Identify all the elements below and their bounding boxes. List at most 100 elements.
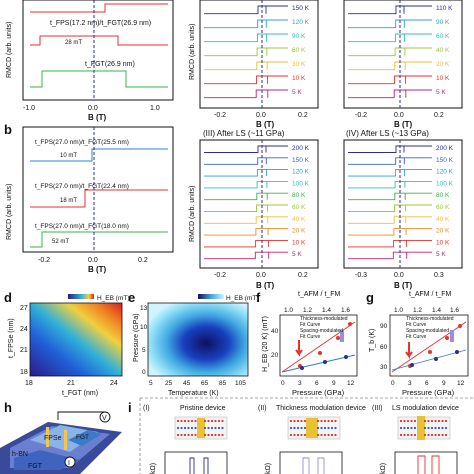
panel-i-plot-3 bbox=[394, 451, 458, 474]
panel-f-point-red-2 bbox=[318, 351, 322, 355]
panel-g-point-blue-1 bbox=[410, 363, 414, 367]
panel-f: f t_AFM / t_FM 1.0 1.2 1.4 1.6 Thickness… bbox=[256, 290, 358, 397]
panel-i: i (I) Pristine device (II) Thickness mod… bbox=[128, 397, 474, 474]
spin-marker bbox=[410, 419, 413, 423]
c_top_right-trace-0 bbox=[348, 5, 432, 15]
panel-b-field-3: 52 mT bbox=[52, 239, 69, 245]
panel-f-xtick-2: 3 bbox=[298, 380, 302, 387]
spin-marker bbox=[217, 426, 221, 430]
spin-marker bbox=[194, 433, 197, 437]
panel-c-tl-xlabel: B (T) bbox=[256, 120, 275, 129]
panel-e-ytick-3: 5 bbox=[142, 347, 146, 354]
panel-c-tr-xlabel: B (T) bbox=[394, 120, 413, 129]
panel-f-legend-3: Spacing-modulated bbox=[300, 328, 343, 334]
spin-marker bbox=[441, 433, 444, 437]
spin-marker bbox=[413, 419, 417, 423]
panel-d-xtick-1: 18 bbox=[25, 380, 33, 387]
panel-b-xtick-3: 0.2 bbox=[138, 257, 148, 264]
panel-b-field-2: 18 mT bbox=[60, 198, 77, 204]
spin-marker bbox=[410, 426, 413, 430]
c_bottom_left-trace-4 bbox=[204, 192, 288, 201]
panel-e-cbar-label: H_EB (mT) bbox=[226, 295, 259, 302]
spin-marker bbox=[217, 419, 221, 423]
c_bottom_right-temp-label-3: 100 K bbox=[436, 180, 454, 187]
spin-marker bbox=[289, 426, 293, 430]
c_top_left-temp-label-5: 10 K bbox=[292, 75, 306, 82]
panel-i-spins bbox=[176, 419, 448, 437]
spin-marker bbox=[320, 426, 323, 430]
panel-c-bottom-left: (III) After LS (~11 GPa) 200 K 150 K 120 K… bbox=[189, 129, 319, 290]
panel-b-label-1: t_FPS(27.0 nm)/t_FGT(25.5 nm) bbox=[35, 139, 129, 146]
panel-c-br-frame bbox=[343, 139, 463, 269]
panel-g-xtick-4: 9 bbox=[442, 380, 446, 387]
c_top_left-trace-0 bbox=[204, 5, 288, 15]
panel-i-roman-1: (I) bbox=[143, 405, 150, 412]
c_bottom_left-temp-label-4: 80 K bbox=[292, 192, 306, 199]
spin-marker bbox=[334, 419, 337, 423]
panel-g-fit-blue bbox=[391, 349, 467, 371]
c_top_right-trace-5 bbox=[348, 75, 432, 85]
panel-g-legend-1: Thickness-modulated bbox=[406, 316, 454, 322]
panel-f-legend-1: Thickness-modulated bbox=[300, 316, 348, 322]
c_bottom_left-trace-6 bbox=[204, 216, 288, 224]
spin-marker bbox=[399, 433, 403, 437]
spin-marker bbox=[176, 419, 180, 423]
panel-i-ylabel-2: kΩ) bbox=[265, 463, 272, 474]
spin-marker bbox=[183, 419, 187, 423]
spin-marker bbox=[441, 419, 444, 423]
spin-marker bbox=[437, 433, 441, 437]
panel-g-legend-3: Spacing-modulated bbox=[406, 328, 449, 334]
panel-e-letter: e bbox=[128, 290, 135, 305]
panel-e-ytick-4: 0 bbox=[142, 369, 146, 376]
c_bottom_right-temp-label-6: 40 K bbox=[436, 216, 450, 223]
c_bottom_left-temp-label-6: 40 K bbox=[292, 216, 306, 223]
panel-f-toptick-3: 1.4 bbox=[322, 307, 331, 314]
spin-marker bbox=[403, 433, 406, 437]
c_bottom_left-temp-label-1: 150 K bbox=[292, 157, 310, 164]
spin-marker bbox=[413, 426, 417, 430]
panel-c-tl-xtick-1: -0.2 bbox=[214, 112, 226, 119]
panel-b-field-1: 10 mT bbox=[60, 153, 77, 159]
c_bottom_right-temp-label-9: 5 K bbox=[436, 251, 446, 258]
panel-f-fit-blue bbox=[281, 354, 356, 373]
spin-marker bbox=[210, 426, 214, 430]
spin-marker bbox=[423, 426, 427, 430]
spin-marker bbox=[183, 433, 187, 437]
spin-marker bbox=[296, 433, 300, 437]
panel-g-xtick-2: 3 bbox=[408, 380, 412, 387]
spin-marker bbox=[180, 426, 183, 430]
c_bottom_left-temp-label-2: 120 K bbox=[292, 169, 310, 176]
c_top_right-temp-label-2: 60 K bbox=[436, 33, 450, 40]
panel-d-xlabel: t_FGT (nm) bbox=[62, 390, 98, 397]
spin-marker bbox=[190, 419, 194, 423]
panel-a-xtick-1: -1.0 bbox=[23, 105, 35, 112]
spin-marker bbox=[330, 426, 334, 430]
panel-g-top-axis: t_AFM / t_FM bbox=[409, 291, 452, 298]
panel-h-wire-v bbox=[57, 411, 106, 422]
spin-marker bbox=[293, 426, 296, 430]
c_bottom_left-trace-5 bbox=[204, 204, 288, 212]
panel-i-curve-2 bbox=[302, 457, 325, 474]
spin-marker bbox=[303, 426, 307, 430]
panel-c-bl-xlabel: B (T) bbox=[256, 281, 275, 290]
panel-g-xtick-3: 6 bbox=[425, 380, 429, 387]
panel-i-roman-2: (II) bbox=[258, 405, 267, 412]
spin-marker bbox=[187, 426, 190, 430]
panel-e-xtick-3: 45 bbox=[183, 380, 191, 387]
panel-c-top-right: 110 K 90 K 60 K 40 K 20 K 10 K 5 K -0.2 0.0 0.… bbox=[343, 0, 463, 129]
c_top_left-temp-label-6: 5 K bbox=[292, 89, 302, 96]
panel-a-xtick-2: 0.0 bbox=[88, 105, 98, 112]
panel-b-xlabel: B (T) bbox=[88, 265, 107, 274]
panel-b-label-2: t_FPS(27.0 nm)/t_FGT(22.4 nm) bbox=[35, 183, 129, 190]
panel-e-colorbar bbox=[198, 294, 224, 299]
c_top_right-trace-6 bbox=[348, 89, 432, 99]
spin-marker bbox=[203, 433, 207, 437]
c_bottom_left-trace-9 bbox=[204, 251, 288, 260]
c_bottom_right-temp-label-8: 10 K bbox=[436, 239, 450, 246]
panel-f-xtick-4: 9 bbox=[332, 380, 336, 387]
panel-f-point-red-4 bbox=[348, 322, 352, 326]
c_top_left-temp-label-3: 60 K bbox=[292, 47, 306, 54]
spin-marker bbox=[316, 433, 320, 437]
c_top_left-trace-5 bbox=[204, 75, 288, 85]
